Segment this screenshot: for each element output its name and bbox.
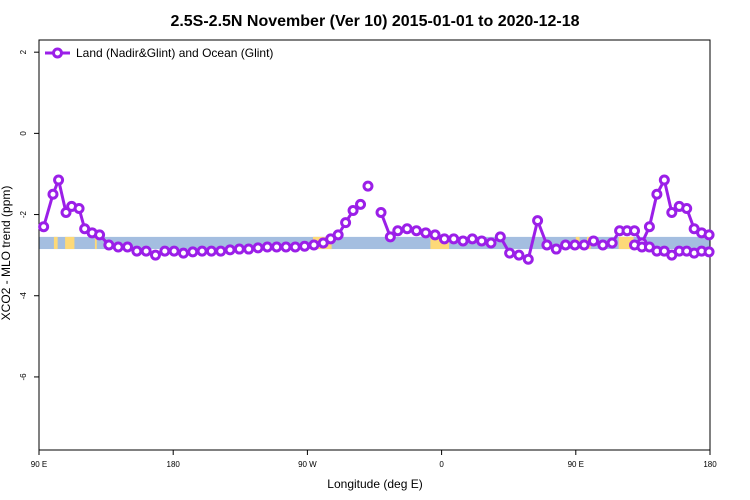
- legend-marker: [52, 47, 63, 59]
- data-point: [280, 241, 292, 253]
- data-point: [187, 246, 199, 258]
- data-point: [308, 239, 320, 251]
- data-point: [261, 241, 273, 253]
- land-band-segment: [53, 236, 58, 250]
- x-axis-label: Longitude (deg E): [327, 477, 422, 491]
- data-point: [392, 225, 404, 237]
- data-point: [168, 245, 180, 257]
- data-point: [332, 229, 344, 241]
- axes: 90 E 180 90 W 0 90 E 180 2 0 -2 -4 -6: [19, 49, 717, 469]
- data-point: [569, 239, 581, 251]
- data-point: [299, 240, 311, 252]
- y-tick-label: -4: [19, 292, 28, 300]
- data-point: [466, 233, 478, 245]
- data-point: [112, 241, 124, 253]
- data-point: [224, 244, 236, 256]
- data-point: [532, 215, 544, 227]
- data-point: [53, 174, 65, 186]
- data-point: [47, 188, 59, 200]
- data-point: [703, 246, 715, 258]
- data-point: [347, 204, 359, 216]
- x-tick-label: 180: [703, 460, 717, 469]
- data-point: [606, 237, 618, 249]
- data-point: [578, 239, 590, 251]
- data-point: [340, 217, 352, 229]
- data-point: [140, 245, 152, 257]
- legend-label: Land (Nadir&Glint) and Ocean (Glint): [76, 46, 273, 60]
- x-tick-label: 90 W: [298, 460, 317, 469]
- data-point: [629, 225, 641, 237]
- data-point: [703, 229, 715, 241]
- y-tick-label: 2: [19, 49, 28, 54]
- data-point: [485, 237, 497, 249]
- data-point: [504, 247, 516, 259]
- data-point: [588, 235, 600, 247]
- data-point: [384, 231, 396, 243]
- data-point: [355, 198, 367, 210]
- data-point: [410, 225, 422, 237]
- data-point: [196, 245, 208, 257]
- data-point: [159, 245, 171, 257]
- data-point: [233, 243, 245, 255]
- data-point: [494, 231, 506, 243]
- data-point: [438, 233, 450, 245]
- data-point: [681, 202, 693, 214]
- x-tick-label: 90 E: [568, 460, 584, 469]
- data-point: [38, 221, 50, 233]
- data-point: [122, 241, 134, 253]
- data-point: [177, 247, 189, 259]
- data-point: [401, 223, 413, 235]
- data-point: [666, 207, 678, 219]
- land-band-segment: [65, 236, 75, 250]
- legend: Land (Nadir&Glint) and Ocean (Glint): [45, 46, 273, 60]
- data-point: [457, 235, 469, 247]
- data-point: [94, 229, 106, 241]
- y-tick-label: -6: [19, 373, 28, 381]
- data-point: [252, 242, 264, 254]
- data-point: [289, 241, 301, 253]
- data-point: [522, 253, 534, 265]
- data-point: [215, 245, 227, 257]
- data-point: [429, 229, 441, 241]
- data-point: [149, 249, 161, 261]
- land-band-segment: [94, 236, 97, 250]
- data-point: [560, 239, 572, 251]
- data-point: [375, 207, 387, 219]
- data-point: [103, 239, 115, 251]
- plot-frame: [38, 39, 711, 451]
- data-point: [205, 245, 217, 257]
- data-point: [651, 188, 663, 200]
- data-point: [643, 221, 655, 233]
- data-point: [243, 243, 255, 255]
- y-axis-label: XCO2 - MLO trend (ppm): [0, 186, 13, 321]
- data-point: [448, 233, 460, 245]
- data-point: [597, 239, 609, 251]
- x-tick-label: 180: [167, 460, 181, 469]
- x-tick-label: 0: [439, 460, 444, 469]
- data-point: [476, 235, 488, 247]
- data-point: [420, 227, 432, 239]
- data-point: [541, 239, 553, 251]
- series-layer: [38, 174, 715, 265]
- data-point: [271, 241, 283, 253]
- y-tick-label: 0: [19, 131, 28, 136]
- data-point: [513, 249, 525, 261]
- y-tick-label: -2: [19, 210, 28, 218]
- chart-title: 2.5S-2.5N November (Ver 10) 2015-01-01 t…: [170, 13, 579, 30]
- data-point: [550, 243, 562, 255]
- x-tick-label: 90 E: [31, 460, 47, 469]
- data-point: [658, 174, 670, 186]
- data-point: [362, 180, 374, 192]
- data-point: [131, 245, 143, 257]
- data-point: [73, 202, 85, 214]
